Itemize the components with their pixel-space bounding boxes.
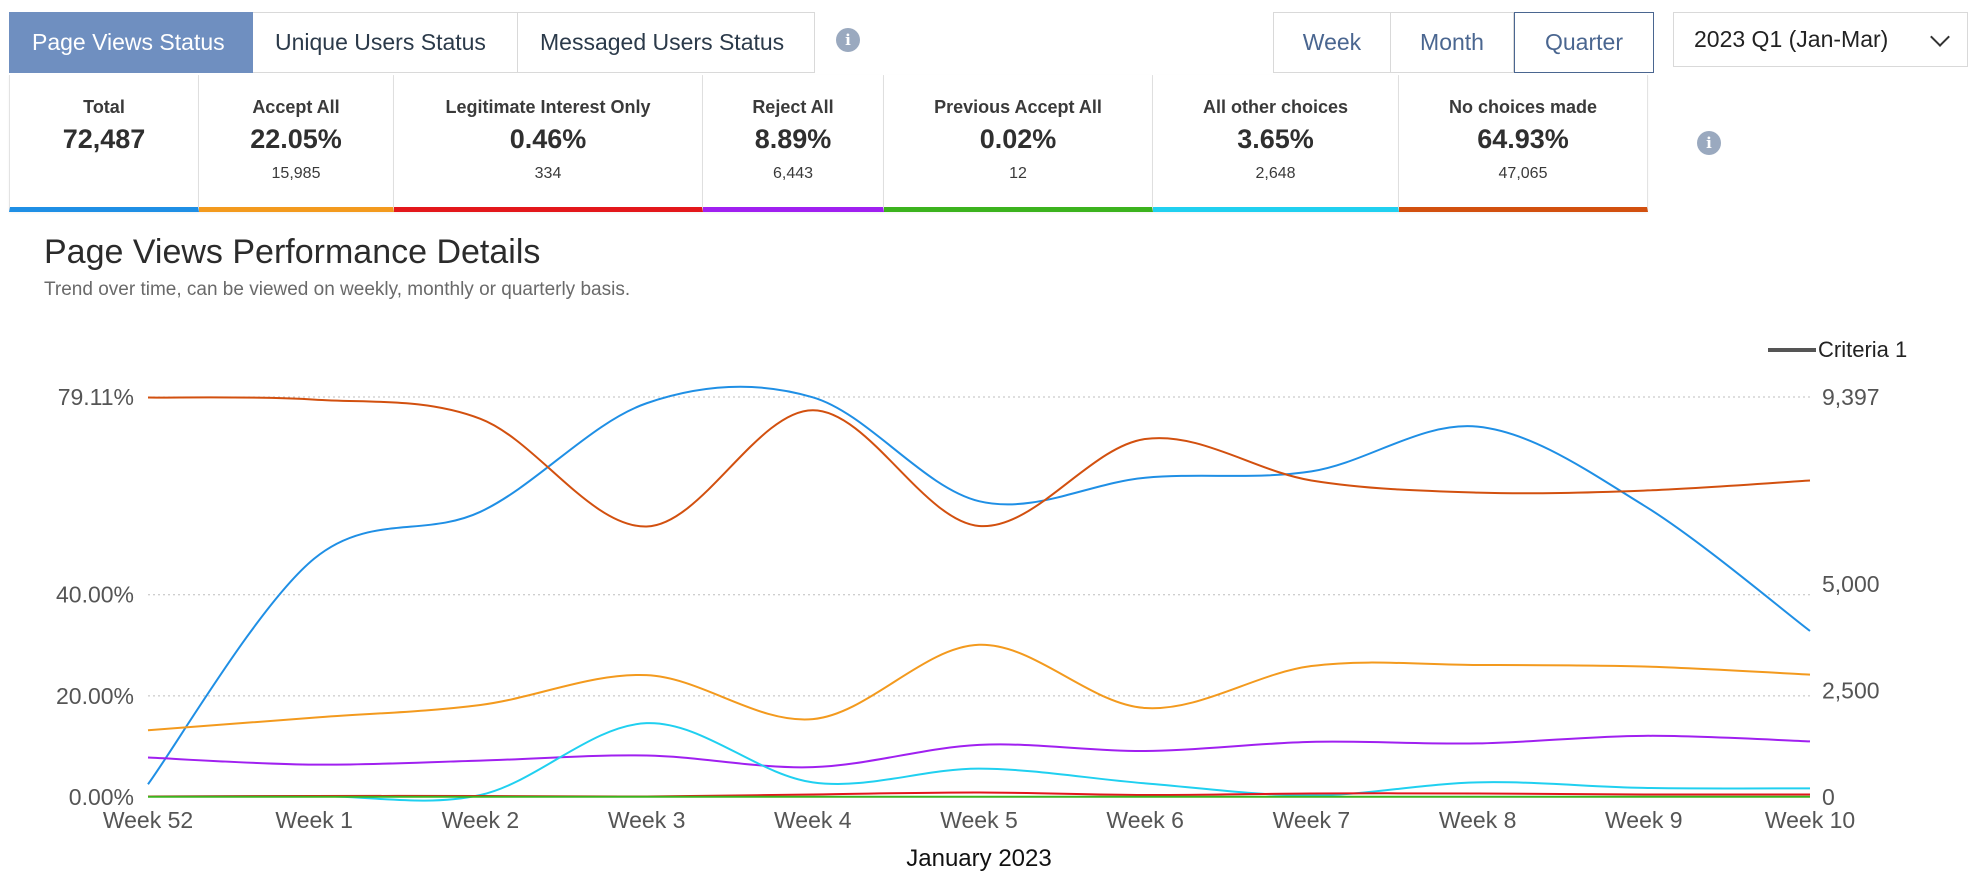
kpi-label: No choices made: [1448, 97, 1598, 117]
kpi-count: 334: [534, 165, 562, 182]
info-icon[interactable]: i: [1697, 131, 1721, 155]
kpi-count: 12: [1009, 165, 1027, 182]
kpi-card-total: Total 72,487: [9, 75, 199, 212]
y-right-tick-label: 2,500: [1822, 678, 1880, 704]
kpi-value: 22.05%: [250, 124, 342, 154]
legend-label: Criteria 1: [1818, 337, 1908, 362]
y-left-tick-label: 79.11%: [58, 384, 134, 410]
period-quarter-button[interactable]: Quarter: [1514, 12, 1654, 73]
x-tick-label: Week 5: [940, 807, 1018, 833]
period-selector: Week Month Quarter: [1273, 12, 1654, 73]
kpi-count: 6,443: [772, 165, 814, 182]
kpi-label: Reject All: [752, 97, 834, 117]
kpi-card-legitimate-interest-only: Legitimate Interest Only 0.46% 334: [394, 75, 703, 212]
legend-swatch: [1768, 348, 1816, 352]
kpi-value: 8.89%: [754, 124, 832, 154]
x-tick-label: Week 7: [1273, 807, 1351, 833]
x-axis-title: January 2023: [906, 845, 1051, 872]
kpi-count: 2,648: [1255, 165, 1296, 182]
section-title: Page Views Performance Details: [44, 233, 541, 271]
kpi-label: Legitimate Interest Only: [445, 97, 651, 117]
status-tabs: Page Views Status Unique Users Status Me…: [9, 12, 815, 73]
y-right-tick-label: 9,397: [1822, 384, 1880, 410]
kpi-value: 3.65%: [1237, 124, 1314, 154]
kpi-value: 72,487: [62, 124, 146, 154]
info-icon[interactable]: i: [836, 28, 860, 52]
kpi-count: 15,985: [271, 165, 321, 182]
tab-unique-users-status[interactable]: Unique Users Status: [253, 12, 518, 73]
series-line: [147, 396, 1811, 528]
kpi-value: 0.46%: [509, 124, 587, 154]
x-tick-label: Week 1: [275, 807, 353, 833]
kpi-value: 0.02%: [979, 124, 1057, 154]
x-tick-label: Week 10: [1765, 807, 1855, 833]
x-tick-label: Week 8: [1439, 807, 1517, 833]
tab-messaged-users-status[interactable]: Messaged Users Status: [518, 12, 815, 73]
period-month-button[interactable]: Month: [1391, 12, 1514, 73]
y-left-tick-label: 0.00%: [69, 784, 134, 810]
kpi-count: 47,065: [1498, 165, 1548, 182]
y-left-tick-label: 20.00%: [56, 683, 134, 709]
kpi-label: Total: [83, 97, 125, 117]
kpi-card-accept-all: Accept All 22.05% 15,985: [199, 75, 394, 212]
quarter-dropdown-value: 2023 Q1 (Jan-Mar): [1694, 26, 1889, 52]
series-line: [147, 643, 1811, 732]
kpi-cards: Total 72,487 Accept All 22.05% 15,985 Le…: [9, 75, 1648, 212]
series-line: [147, 734, 1811, 769]
period-week-button[interactable]: Week: [1273, 12, 1391, 73]
x-tick-label: Week 9: [1605, 807, 1683, 833]
section-subtitle: Trend over time, can be viewed on weekly…: [44, 279, 631, 300]
series-line: [147, 385, 1811, 785]
kpi-label: Previous Accept All: [934, 97, 1102, 117]
kpi-card-previous-accept-all: Previous Accept All 0.02% 12: [884, 75, 1153, 212]
chart-legend: Criteria 1: [1768, 337, 1907, 363]
kpi-card-no-choices-made: No choices made 64.93% 47,065: [1399, 75, 1648, 212]
kpi-value: 64.93%: [1477, 124, 1569, 154]
quarter-dropdown[interactable]: 2023 Q1 (Jan-Mar): [1673, 12, 1968, 67]
kpi-card-reject-all: Reject All 8.89% 6,443: [703, 75, 884, 212]
x-tick-label: Week 52: [103, 807, 193, 833]
x-tick-label: Week 6: [1106, 807, 1184, 833]
y-right-tick-label: 5,000: [1822, 571, 1880, 597]
kpi-card-all-other-choices: All other choices 3.65% 2,648: [1153, 75, 1399, 212]
series-line: [147, 722, 1811, 802]
x-tick-label: Week 4: [774, 807, 852, 833]
x-tick-label: Week 3: [608, 807, 686, 833]
tab-page-views-status[interactable]: Page Views Status: [9, 12, 253, 73]
kpi-label: Accept All: [252, 97, 340, 117]
kpi-label: All other choices: [1202, 97, 1349, 117]
y-right-tick-label: 0: [1822, 784, 1835, 810]
x-tick-label: Week 2: [442, 807, 520, 833]
y-left-tick-label: 40.00%: [56, 582, 134, 608]
